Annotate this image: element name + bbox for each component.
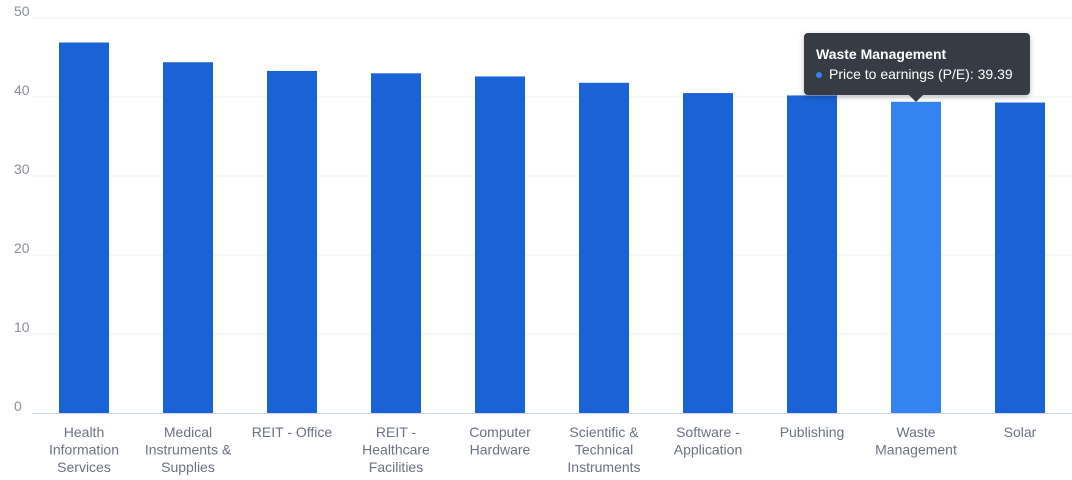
y-tick-label: 40 <box>14 82 30 98</box>
tooltip-series-label: Price to earnings (P/E) <box>829 66 970 82</box>
y-tick-label: 20 <box>14 240 30 256</box>
bar-scientific-technical-instruments[interactable] <box>579 82 629 413</box>
bar-publishing[interactable] <box>787 95 837 414</box>
bar-software-application[interactable] <box>683 93 733 414</box>
bar-health-information-services[interactable] <box>59 42 109 414</box>
bar-reit-office[interactable] <box>267 70 317 414</box>
tooltip-title: Waste Management <box>816 46 947 62</box>
tooltip-row: Price to earnings (P/E): 39.39 <box>816 66 1018 83</box>
bar-reit-healthcare-facilities[interactable] <box>371 73 421 414</box>
y-axis-ticks: 0 10 20 30 40 50 <box>14 3 30 414</box>
x-tick-label: REIT - Office <box>252 424 333 440</box>
tooltip: Waste Management Price to earnings (P/E)… <box>804 33 1030 102</box>
tooltip-value: 39.39 <box>977 66 1013 82</box>
x-tick-label: Computer Hardware <box>469 424 531 458</box>
x-axis-labels: Health Information Services Medical Instrume… <box>49 424 1037 475</box>
y-tick-label: 10 <box>14 319 30 335</box>
x-tick-label: REIT -Healthcare Facilities <box>362 424 430 475</box>
x-tick-label: Scientific & Technical Instruments <box>567 424 640 475</box>
x-tick-label: Waste Management <box>875 424 957 458</box>
x-tick-label: Medical Instruments & Supplies <box>145 424 232 475</box>
y-tick-label: 0 <box>14 398 22 414</box>
x-tick-label: Software -Application <box>674 424 743 458</box>
bars <box>59 42 1045 414</box>
tooltip-separator: : <box>969 66 978 82</box>
bar-solar[interactable] <box>995 102 1045 413</box>
x-tick-label: Solar <box>1004 424 1037 440</box>
bar-waste-management[interactable] <box>891 101 941 413</box>
x-tick-label: Publishing <box>780 424 845 440</box>
bar-computer-hardware[interactable] <box>475 76 525 414</box>
y-tick-label: 30 <box>14 161 30 177</box>
x-tick-label: Health Information Services <box>49 424 119 475</box>
y-tick-label: 50 <box>14 3 30 19</box>
bar-medical-instruments-supplies[interactable] <box>163 62 213 414</box>
series-dot-icon <box>816 71 822 78</box>
